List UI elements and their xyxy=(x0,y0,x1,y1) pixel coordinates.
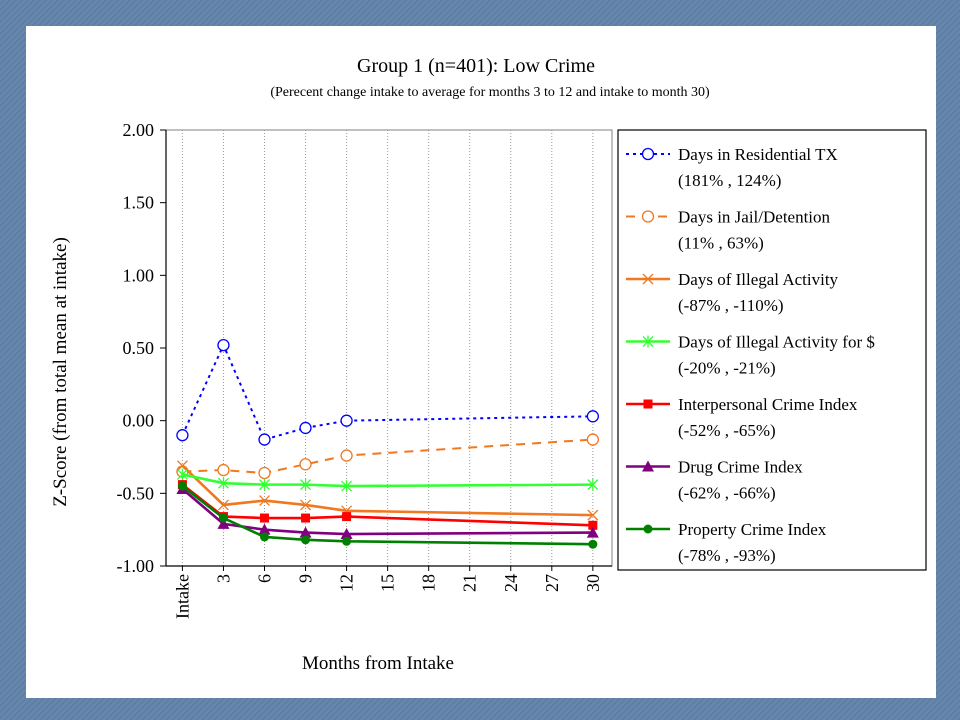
series-point xyxy=(301,513,311,523)
legend-label: Days in Residential TX xyxy=(678,145,838,164)
x-tick-label: 9 xyxy=(296,574,316,583)
y-tick-label: -0.50 xyxy=(117,483,155,503)
x-tick-label: 24 xyxy=(501,574,521,592)
series-point xyxy=(301,535,311,545)
series-line xyxy=(182,473,593,488)
legend-swatch-marker xyxy=(641,210,655,223)
x-tick-label: 21 xyxy=(460,574,480,592)
series-point xyxy=(260,513,270,523)
series-point xyxy=(299,421,312,435)
y-tick-label: 0.50 xyxy=(123,338,155,358)
y-tick-label: 1.00 xyxy=(123,265,155,285)
chart-title: Group 1 (n=401): Low Crime xyxy=(357,55,595,77)
legend-swatch-marker xyxy=(641,147,655,161)
series-point xyxy=(217,463,230,477)
series-point xyxy=(588,520,598,530)
legend-detail: (-52% , -65%) xyxy=(678,421,776,440)
series-point xyxy=(586,526,599,538)
legend-detail: (181% , 124%) xyxy=(678,171,781,190)
plot-area: Intake 3 6 9 12 15 18 21 24 27 30 -1.00 -0.50 0.00 0.5… xyxy=(117,120,613,619)
legend-detail: (-87% , -110%) xyxy=(678,296,784,315)
series-point xyxy=(300,478,312,491)
series-point xyxy=(587,478,599,491)
x-tick-label: 30 xyxy=(583,574,603,592)
y-tick-label: 1.50 xyxy=(123,193,155,213)
legend-detail: (-20% , -21%) xyxy=(678,359,776,378)
series-point xyxy=(340,528,353,540)
series-line xyxy=(181,464,593,517)
legend-swatch-marker xyxy=(643,524,653,534)
series-point xyxy=(218,513,228,523)
legend-swatch-marker xyxy=(643,399,653,409)
series-point xyxy=(299,458,312,471)
y-tick-label: 2.00 xyxy=(123,120,155,140)
series-point xyxy=(218,477,229,490)
x-tick-label: 3 xyxy=(213,574,233,583)
legend-box xyxy=(617,129,927,571)
legend-label: Days of Illegal Activity for $ xyxy=(678,333,875,352)
series-point xyxy=(177,481,187,491)
x-tick-label: Intake xyxy=(172,574,192,619)
series-point xyxy=(218,499,229,511)
legend-detail: (-62% , -66%) xyxy=(678,484,776,503)
series-point xyxy=(342,536,352,546)
plot-frame xyxy=(165,129,613,567)
legend-swatch-marker xyxy=(642,335,654,348)
series-point xyxy=(340,414,353,427)
slide-panel: Group 1 (n=401): Low Crime (Perecent cha… xyxy=(26,26,936,698)
series-point xyxy=(217,338,230,352)
series-point xyxy=(586,410,599,423)
legend-label: Days in Jail/Detention xyxy=(678,208,831,227)
legend-detail: (-78% , -93%) xyxy=(678,546,776,565)
series-point xyxy=(176,460,188,472)
series-line xyxy=(181,485,593,546)
chart-subtitle: (Perecent change intake to average for m… xyxy=(270,85,710,100)
series-point xyxy=(299,526,312,538)
x-tick-label: 18 xyxy=(419,574,439,592)
line-chart: Group 1 (n=401): Low Crime (Perecent cha… xyxy=(50,55,927,674)
series-point xyxy=(217,517,230,529)
x-tick-label: 15 xyxy=(378,574,398,592)
series-point xyxy=(586,433,599,446)
series-point xyxy=(260,532,270,542)
series-point xyxy=(176,468,188,481)
series-point xyxy=(341,480,353,493)
legend-detail: (11% , 63%) xyxy=(678,234,764,253)
series-point xyxy=(340,449,353,462)
series-point xyxy=(259,478,270,491)
series-point xyxy=(176,429,189,442)
series-point xyxy=(259,495,270,507)
legend-swatch-marker xyxy=(642,273,654,285)
x-axis-title: Months from Intake xyxy=(302,653,454,674)
legend-label: Interpersonal Crime Index xyxy=(678,395,858,414)
legend-label: Property Crime Index xyxy=(678,520,827,539)
series-point xyxy=(300,499,312,511)
y-tick-label: -1.00 xyxy=(117,556,155,576)
legend: Days in Residential TX (181% , 124%) Days … xyxy=(617,129,927,571)
legend-swatch-marker xyxy=(642,460,654,472)
x-tick-label: 27 xyxy=(542,574,562,592)
series-point xyxy=(342,512,352,522)
series-point xyxy=(587,509,599,521)
series-point xyxy=(588,539,598,549)
series-line xyxy=(182,438,593,474)
y-tick-label: 0.00 xyxy=(123,411,155,431)
x-tick-label: 6 xyxy=(255,574,275,583)
y-axis-title: Z-Score (from total mean at intake) xyxy=(50,237,71,507)
x-tick-label: 12 xyxy=(337,574,357,592)
series-point xyxy=(258,523,271,535)
series-point xyxy=(258,433,271,446)
series-line xyxy=(181,487,593,536)
legend-label: Days of Illegal Activity xyxy=(678,270,839,289)
legend-label: Drug Crime Index xyxy=(678,458,803,477)
series-point xyxy=(258,466,271,480)
